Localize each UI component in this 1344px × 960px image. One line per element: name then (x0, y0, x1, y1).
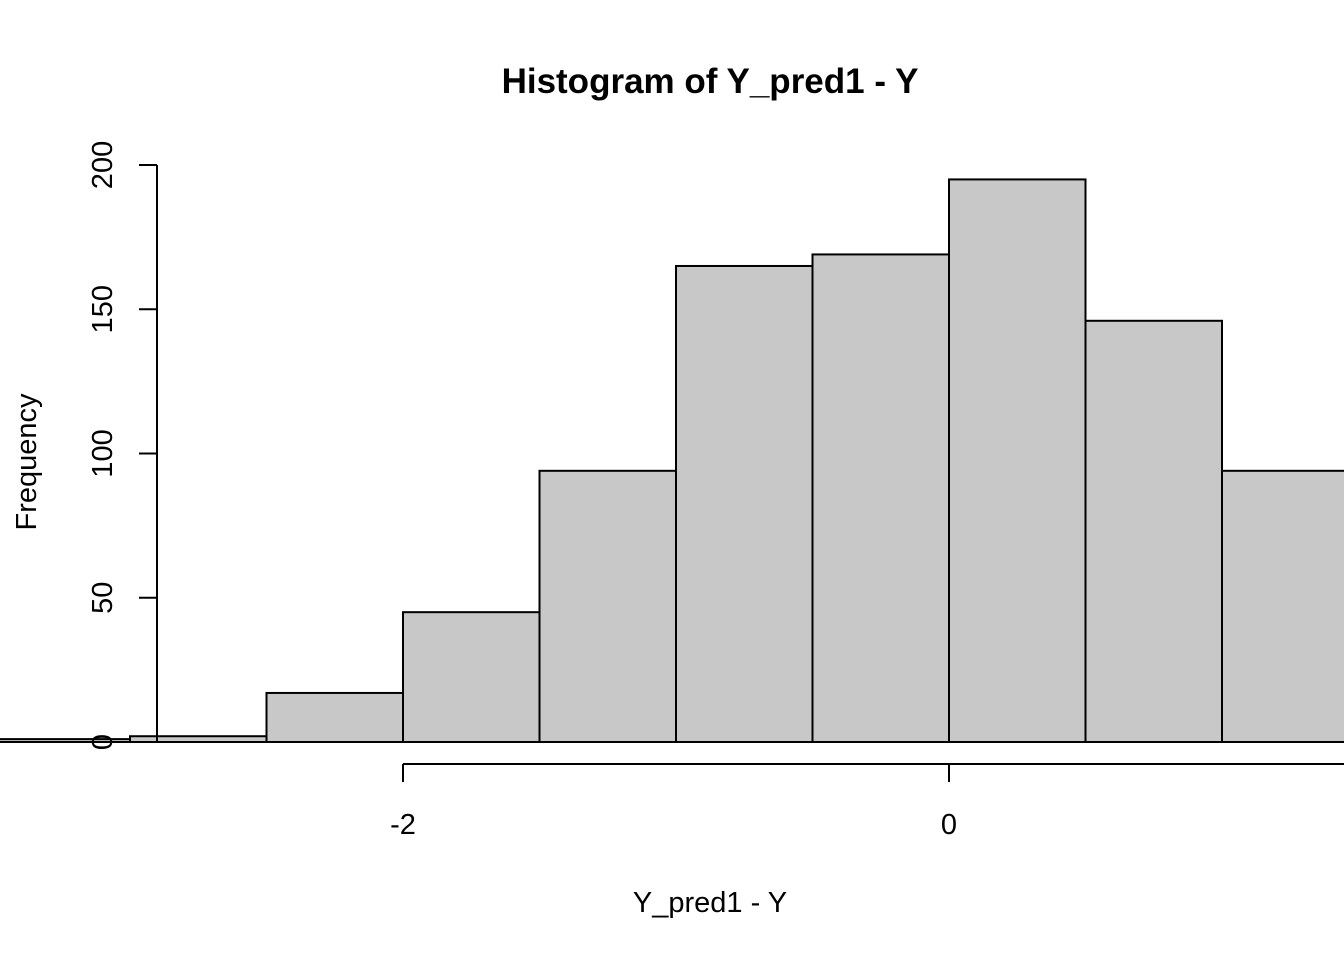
y-tick-label: 200 (87, 141, 119, 189)
y-axis: 0 50 100 150 200 (87, 141, 158, 750)
x-tick-label: -2 (390, 809, 416, 841)
histogram-bar (402, 611, 541, 743)
histogram-bar (811, 253, 950, 743)
histogram-bar (948, 178, 1087, 744)
y-tick-label: 0 (87, 734, 119, 750)
x-axis: -2024 (390, 763, 1344, 841)
x-axis-label: Y_pred1 - Y (633, 887, 787, 919)
y-axis-label: Frequency (11, 393, 43, 531)
y-tick-label: 50 (87, 582, 119, 614)
histogram-bar (1084, 319, 1223, 743)
bars-group (0, 178, 1344, 744)
x-tick-label: 0 (941, 809, 957, 841)
histogram-bar (538, 469, 677, 743)
histogram-bar (675, 264, 814, 743)
chart-title: Histogram of Y_pred1 - Y (502, 62, 919, 101)
y-tick-label: 100 (87, 429, 119, 477)
y-tick-label: 150 (87, 285, 119, 333)
histogram-bar (265, 691, 404, 744)
histogram-bar (1221, 469, 1344, 743)
